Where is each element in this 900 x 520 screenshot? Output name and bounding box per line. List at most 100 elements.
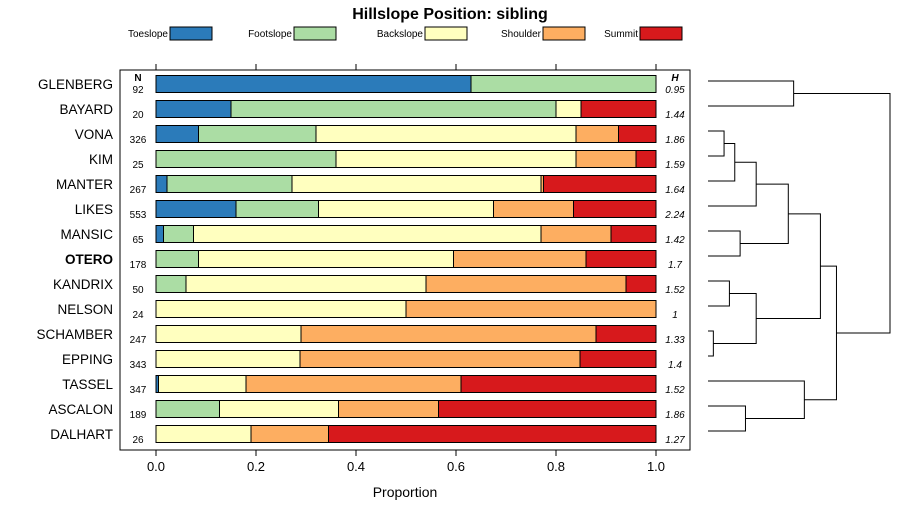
bar-dalhart-shoulder [250, 425, 329, 443]
n-value-otero: 178 [130, 260, 147, 271]
n-value-epping: 343 [130, 360, 147, 371]
bar-ascalon-shoulder [338, 400, 439, 418]
legend-swatch-footslope [293, 26, 337, 41]
row-glenberg: GLENBERG 92 0.95 [38, 75, 685, 96]
row-nelson: NELSON 24 1 [57, 300, 678, 321]
bar-manter-footslope [166, 175, 293, 193]
bar-schamber-backslope [155, 325, 302, 343]
bar-kim-summit [635, 150, 657, 168]
row-vona: VONA 326 1.86 [75, 125, 685, 146]
x-tick-label-0: 0.0 [147, 459, 165, 474]
row-kandrix: KANDRIX 50 1.52 [53, 275, 685, 296]
h-value-ascalon: 1.86 [665, 410, 685, 421]
n-value-kandrix: 50 [132, 285, 144, 296]
bar-epping-backslope [155, 350, 301, 368]
bar-likes-toeslope [155, 200, 237, 218]
bar-otero-backslope [198, 250, 454, 268]
legend-swatch-summit [639, 26, 683, 41]
bar-likes-backslope [318, 200, 494, 218]
category-label-dalhart: DALHART [50, 427, 113, 442]
h-value-schamber: 1.33 [665, 335, 685, 346]
bar-mansic-toeslope [155, 225, 164, 243]
row-schamber: SCHAMBER 247 1.33 [36, 325, 685, 346]
bar-vona-toeslope [155, 125, 199, 143]
bar-ascalon-footslope [155, 400, 220, 418]
dendrogram-link-node-upper-mid [740, 183, 789, 244]
bar-bayard-footslope [230, 100, 557, 118]
legend-label-footslope: Footslope [248, 29, 292, 40]
x-tick-label-1: 0.2 [247, 459, 265, 474]
legend: Toeslope Footslope Backslope Shoulder Summit [128, 26, 683, 41]
row-ascalon: ASCALON 189 1.86 [48, 400, 685, 421]
bar-manter-summit [543, 175, 657, 193]
bar-mansic-summit [610, 225, 657, 243]
bar-schamber-summit [595, 325, 657, 343]
x-tick-label-2: 0.4 [347, 459, 365, 474]
legend-swatch-toeslope [169, 26, 213, 41]
bar-schamber-shoulder [300, 325, 597, 343]
category-label-manter: MANTER [56, 177, 113, 192]
h-value-epping: 1.4 [668, 360, 682, 371]
row-likes: LIKES 553 2.24 [75, 200, 685, 221]
bar-nelson-backslope [155, 300, 407, 318]
n-value-ascalon: 189 [130, 410, 147, 421]
category-label-mansic: MANSIC [60, 227, 113, 242]
bar-manter-backslope [291, 175, 542, 193]
h-value-bayard: 1.44 [665, 110, 685, 121]
category-label-vona: VONA [75, 127, 113, 142]
h-column-header: H [671, 73, 679, 84]
category-label-otero: OTERO [65, 252, 113, 267]
row-kim: KIM 25 1.59 [89, 150, 685, 171]
plot-frame [119, 69, 691, 451]
dendrogram-link-node-schamber-epping [708, 330, 714, 357]
bar-ascalon-summit [438, 400, 657, 418]
n-value-nelson: 24 [132, 310, 144, 321]
dendrogram-link-node-vkm-likes [708, 161, 757, 207]
category-label-glenberg: GLENBERG [38, 77, 113, 92]
category-label-kandrix: KANDRIX [53, 277, 113, 292]
bar-otero-summit [585, 250, 657, 268]
bar-nelson-shoulder [405, 300, 657, 318]
dendrogram-link-node-kandrix-nelson [708, 280, 730, 307]
bar-bayard-summit [580, 100, 657, 118]
bar-dalhart-summit [328, 425, 657, 443]
bar-dalhart-backslope [155, 425, 252, 443]
h-value-kim: 1.59 [665, 160, 685, 171]
legend-label-shoulder: Shoulder [501, 29, 542, 40]
bar-likes-shoulder [493, 200, 574, 218]
bar-kim-footslope [155, 150, 337, 168]
bar-tassel-shoulder [245, 375, 462, 393]
bar-tassel-backslope [158, 375, 247, 393]
n-value-manter: 267 [130, 185, 147, 196]
bar-epping-shoulder [299, 350, 581, 368]
x-axis-label: Proportion [373, 484, 438, 500]
bar-bayard-toeslope [155, 100, 232, 118]
n-value-kim: 25 [132, 160, 144, 171]
dendrogram-link-node-tassel-ad [708, 380, 805, 419]
n-value-bayard: 20 [132, 110, 144, 121]
x-tick-label-4: 0.8 [547, 459, 565, 474]
bar-manter-toeslope [155, 175, 168, 193]
bar-kim-shoulder [575, 150, 637, 168]
row-manter: MANTER 267 1.64 [56, 175, 685, 196]
row-tassel: TASSEL 347 1.52 [62, 375, 685, 396]
h-value-nelson: 1 [672, 310, 678, 321]
x-tick-label-3: 0.6 [447, 459, 465, 474]
axes: 0.0 0.2 0.4 0.6 0.8 1.0 [147, 64, 665, 474]
bar-glenberg-toeslope [155, 75, 472, 93]
h-value-kandrix: 1.52 [665, 285, 685, 296]
n-value-glenberg: 92 [132, 85, 144, 96]
bar-vona-summit [618, 125, 657, 143]
category-label-epping: EPPING [62, 352, 113, 367]
bar-vona-backslope [315, 125, 577, 143]
category-label-likes: LIKES [75, 202, 113, 217]
bar-otero-footslope [155, 250, 199, 268]
x-tick-label-5: 1.0 [647, 459, 665, 474]
n-value-schamber: 247 [130, 335, 147, 346]
bar-kandrix-footslope [155, 275, 187, 293]
n-value-mansic: 65 [132, 235, 144, 246]
bar-kandrix-shoulder [425, 275, 627, 293]
bar-mansic-shoulder [540, 225, 612, 243]
bar-bayard-backslope [555, 100, 582, 118]
